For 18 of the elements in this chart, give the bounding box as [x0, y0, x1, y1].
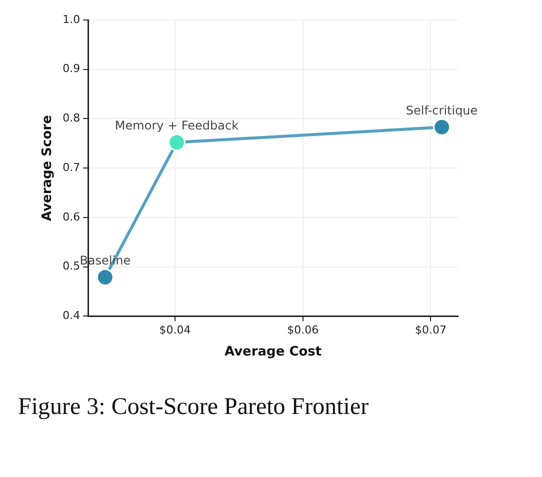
y-axis-title: Average Score: [40, 114, 56, 222]
x-axis-title: Average Cost: [224, 344, 322, 360]
annotation: Self-critique: [406, 103, 478, 118]
y-tick-label: 0.9: [62, 62, 80, 76]
point: [96, 268, 114, 286]
y-tick-label: 0.5: [62, 260, 80, 273]
annotation: Memory + Feedback: [114, 118, 239, 133]
y-tick-label: 1.0: [62, 12, 80, 26]
x-tick-label: $0.04: [159, 324, 191, 337]
text: Figure 3: Cost-Score Pareto Frontier: [18, 393, 370, 422]
y-tick-label: 0.6: [62, 210, 80, 224]
y-tick-label: 0.8: [62, 112, 80, 125]
x-tick-label: $0.07: [414, 324, 446, 337]
point: [433, 118, 451, 136]
y-tick-label: 0.4: [62, 309, 80, 322]
point: [168, 134, 186, 152]
x-tick-label: $0.06: [287, 324, 319, 337]
y-tick-label: 0.7: [62, 160, 80, 174]
